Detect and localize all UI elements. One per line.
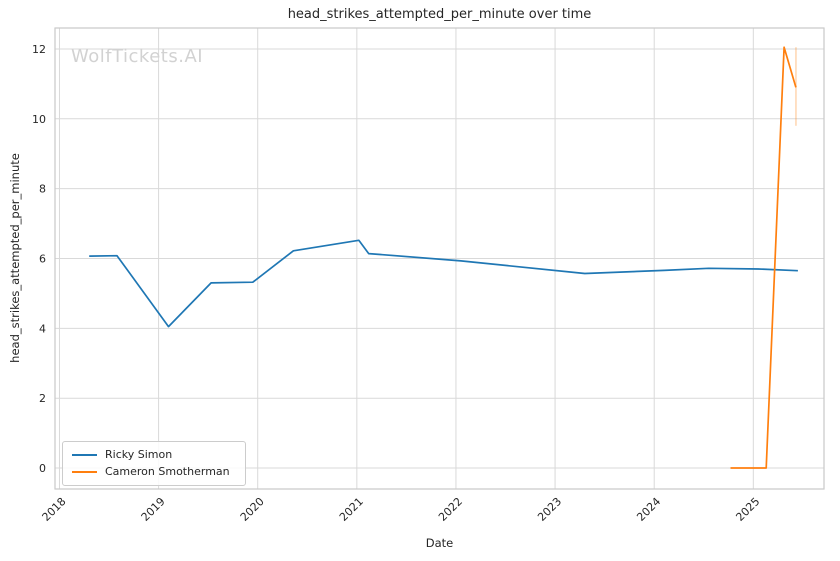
legend-label: Cameron Smotherman — [105, 465, 230, 478]
x-tick-label: 2023 — [535, 495, 564, 524]
y-tick-label: 8 — [39, 183, 46, 196]
y-tick-label: 2 — [39, 392, 46, 405]
x-axis-label: Date — [425, 536, 454, 550]
watermark: WolfTickets.AI — [71, 46, 204, 67]
y-axis-label: head_strikes_attempted_per_minute — [8, 153, 22, 363]
y-tick-label: 12 — [32, 43, 46, 56]
y-tick-label: 4 — [39, 322, 46, 335]
y-tick-label: 10 — [32, 113, 46, 126]
legend-line-swatch — [72, 453, 97, 456]
y-tick-label: 0 — [39, 462, 46, 475]
legend-line-swatch — [72, 470, 97, 473]
legend: Ricky Simon Cameron Smotherman — [62, 441, 246, 486]
legend-item: Ricky Simon — [63, 446, 245, 463]
series-line-1 — [730, 46, 797, 469]
x-tick-label: 2021 — [337, 495, 366, 524]
legend-label: Ricky Simon — [105, 448, 173, 461]
series-line-0 — [89, 239, 798, 328]
x-tick-label: 2018 — [40, 495, 69, 524]
x-tick-label: 2025 — [733, 495, 762, 524]
x-tick-label: 2024 — [634, 495, 663, 524]
x-tick-label: 2020 — [238, 495, 267, 524]
chart-title: head_strikes_attempted_per_minute over t… — [287, 7, 592, 22]
legend-item: Cameron Smotherman — [63, 463, 245, 480]
plot-border — [54, 27, 825, 490]
x-tick-label: 2019 — [139, 495, 168, 524]
x-tick-label: 2022 — [436, 495, 465, 524]
y-tick-label: 6 — [39, 253, 46, 266]
